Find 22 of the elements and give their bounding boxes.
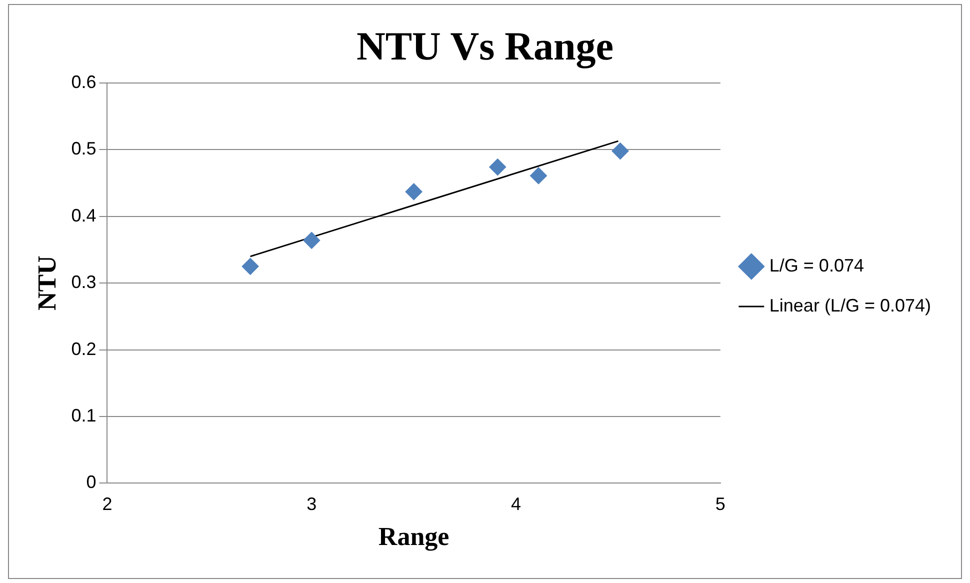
y-tick-label: 0 (86, 472, 96, 492)
y-tick-label: 0.2 (71, 338, 96, 359)
point (530, 167, 547, 184)
x-tick-label: 3 (306, 494, 317, 514)
x-axis-title: Range (378, 522, 450, 552)
y-tick-label: 0.3 (71, 272, 96, 292)
legend-label: L/G = 0.074 (769, 255, 864, 276)
x-tick-label: 4 (511, 494, 522, 514)
y-axis-title: NTU (32, 255, 62, 311)
chart-title: NTU Vs Range (356, 23, 614, 68)
point (303, 232, 320, 249)
legend-label: Linear (L/G = 0.074) (769, 295, 932, 316)
point (405, 183, 422, 200)
x-tick-label: 5 (715, 494, 726, 514)
point (612, 142, 629, 160)
x-tick-label: 2 (102, 494, 112, 514)
y-tick-label: 0.6 (71, 72, 96, 92)
y-tick-label: 0.1 (71, 405, 96, 426)
y-tick-label: 0.5 (71, 138, 96, 159)
point (489, 158, 506, 176)
point (242, 258, 259, 275)
y-tick-label: 0.4 (71, 205, 96, 226)
